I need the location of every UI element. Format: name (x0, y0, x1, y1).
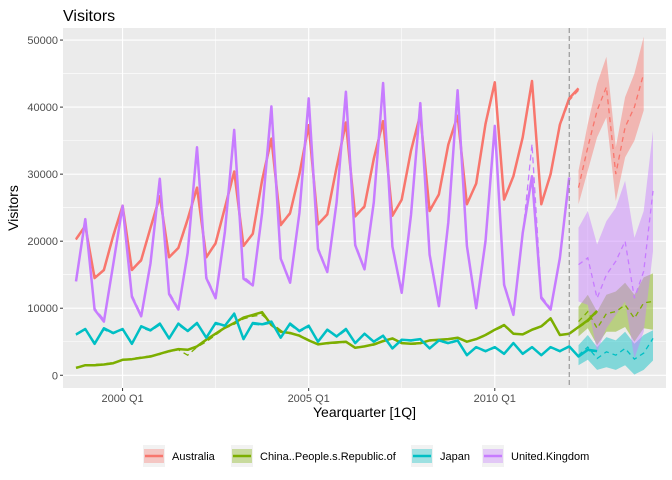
legend-label-united-kingdom: United.Kingdom (511, 451, 589, 463)
observed-line-china-people-s-republic-of (75, 310, 598, 370)
y-tick-label: 40000 (27, 102, 58, 114)
legend: Australia China..People.s.Republic.of Japa… (143, 445, 589, 467)
chart-title: Visitors (63, 8, 115, 25)
legend-item-japan: Japan (411, 445, 470, 467)
x-tick-label: 2000 Q1 (101, 393, 143, 405)
interval-band-japan (578, 330, 653, 375)
legend-item-china-people-s-republic-of: China..People.s.Republic.of (231, 445, 397, 467)
legend-label-australia: Australia (172, 451, 216, 463)
y-tick-label: 10000 (27, 303, 58, 315)
forecast-line-united-kingdom (578, 190, 654, 301)
y-tick-label: 30000 (27, 169, 58, 181)
forecast-line-australia (577, 73, 645, 188)
x-tick-label: 2005 Q1 (288, 393, 330, 405)
y-axis-ticks: 0 10000 20000 30000 40000 50000 (27, 35, 63, 382)
y-axis-title: Visitors (5, 185, 21, 231)
interval-band-united-kingdom (578, 130, 653, 359)
legend-label-china-people-s-republic-of: China..People.s.Republic.of (260, 451, 397, 463)
forecast-line-china-people-s-republic-of (578, 300, 654, 330)
x-tick-label: 2010 Q1 (474, 393, 516, 405)
observed-line-united-kingdom (74, 81, 571, 323)
forecast-line-japan (578, 338, 654, 361)
legend-item-united-kingdom: United.Kingdom (482, 445, 589, 467)
observed-line-australia (74, 79, 580, 280)
y-tick-label: 20000 (27, 236, 58, 248)
x-axis-title: Yearquarter [1Q] (313, 404, 416, 420)
series-lines (74, 73, 654, 370)
observed-line-japan (75, 312, 598, 358)
interval-band-australia (578, 36, 644, 205)
y-tick-label: 0 (52, 370, 58, 382)
x-axis-ticks: 2000 Q1 2005 Q1 2010 Q1 (101, 388, 516, 405)
y-tick-label: 50000 (27, 35, 58, 47)
legend-item-australia: Australia (143, 445, 216, 467)
legend-label-japan: Japan (440, 451, 470, 463)
